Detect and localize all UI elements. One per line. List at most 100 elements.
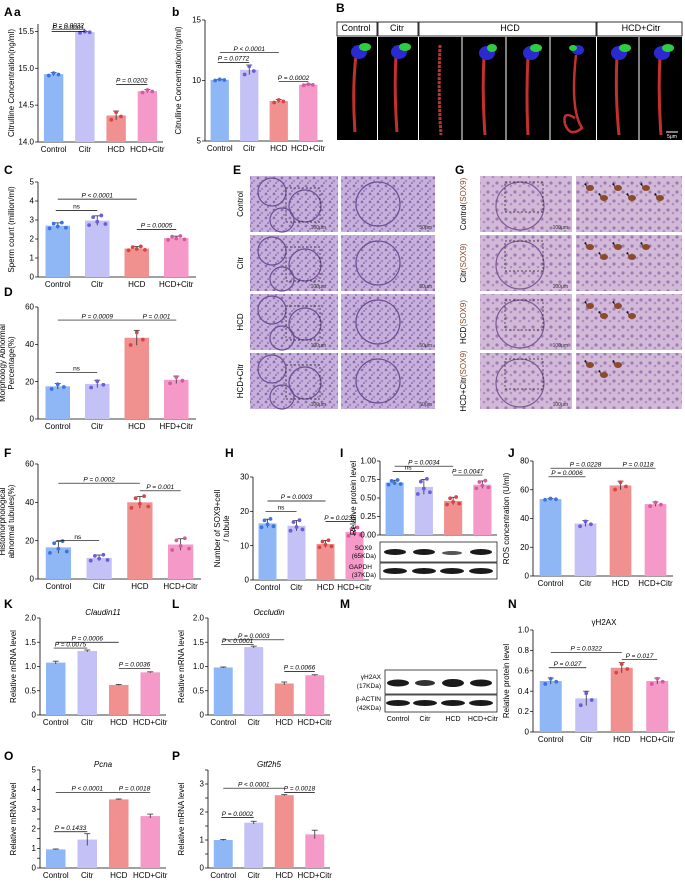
y-tick-label: 0.5 [25,686,37,695]
y-tick-label: 0 [32,864,37,873]
bar [106,115,126,142]
sperm-cell [523,44,542,136]
chart-P: 0 1 2 3 Relative mRNA level Control Citr HCD HCD… [177,760,332,880]
x-tick-label: Control [45,422,71,431]
tubule [495,358,545,408]
h2ax-kda: (17KDa) [357,683,381,690]
x-tick-label: Control [43,871,69,880]
data-point [291,520,296,524]
y-tick-label: 0.2 [518,707,530,716]
data-point [129,505,134,510]
data-point [323,542,328,547]
blot-band [470,549,492,555]
bar [164,379,189,419]
blot-band [384,549,406,555]
data-point [47,226,52,231]
y-tick-label: 15 [192,16,201,25]
sperm-cell [563,45,584,134]
x-tick-label: HCD+Citr [337,583,372,592]
arrowhead-icon [640,242,643,246]
p-value-label: ns [73,366,81,373]
data-point [60,539,65,544]
data-point [418,479,423,484]
y-tick-label: 2.0 [193,614,205,623]
sox9-cell [614,362,622,368]
data-point [134,330,139,335]
bar [77,650,98,715]
p-value-label: P = 0.0032 [53,22,85,29]
data-point [543,682,548,686]
data-point [389,478,394,483]
bar [164,238,189,277]
tubule [355,299,401,345]
data-point [222,78,227,82]
he-row: Citr 100μm 50μm [236,235,435,292]
y-tick-label: 2 [200,808,205,817]
data-point [584,691,589,696]
y-tick-label: 0 [200,711,205,720]
y-tick-label: 0 [30,575,35,584]
blot-band [469,700,493,706]
ihc-marker: (SOX9) [459,243,468,270]
y-tick-label: 0 [525,572,530,581]
y-tick-label: 0 [32,711,37,720]
m-lane-citr: Citr [420,716,432,723]
y-tick-label: 1.0 [518,626,530,635]
arrowhead-icon [598,252,601,256]
scale-label: 100μm [311,402,326,408]
p-value-label: ns [405,465,413,472]
y-tick-label: 1 [32,844,37,853]
data-point [101,552,106,557]
x-tick-label: Control [210,871,236,880]
data-point [259,525,264,530]
y-tick-label: 0.75 [360,475,376,484]
ihc-image-low [480,176,572,232]
actin-label: β-ACTIN [356,696,382,703]
bar [244,822,264,868]
y-tick-label: 0 [200,864,205,873]
scale-label: 100μm [311,284,326,290]
x-tick-label: Citr [580,735,593,744]
bar [140,816,161,868]
zoom-box [285,305,321,341]
tubule [288,189,322,223]
y-tick-label: 30 [240,473,249,482]
ihc-image-low [480,235,572,291]
p-value-label: P = 0.0034 [408,459,440,466]
tubule [269,207,295,233]
arrowhead-icon [626,252,629,256]
scale-label: 50μm [419,402,432,408]
he-image-high [341,294,435,350]
panel-letter-M: M [340,597,350,611]
data-point [613,487,617,492]
bar [140,672,161,715]
bar [539,681,562,732]
zoom-box [504,299,544,331]
data-point [88,558,93,563]
ihc-row: HCD(SOX9) 100μm [459,294,682,350]
y-tick-label: 0.00 [360,531,376,540]
ihc-group: HCD [459,326,468,344]
y-tick-label: 10 [240,541,249,550]
sox9-cell [642,244,650,250]
bar [137,91,158,142]
y-axis-label: Relative mRNA level [9,630,18,703]
p-value-label: P = 0.017 [626,653,654,660]
data-point [126,248,131,253]
sperm-cell [611,44,631,136]
scale-label: 100μm [553,343,568,349]
arrowhead-icon [584,360,587,364]
data-point [421,486,426,491]
ihc-image-high [576,294,682,350]
arrowhead-icon [626,193,629,197]
bar [345,531,364,580]
data-point [134,247,139,251]
y-tick-label: 5 [30,178,35,187]
p-value-label: P = 0.0006 [551,470,583,477]
x-tick-label: HCD [270,144,288,153]
bar [473,484,492,535]
arrowhead-icon [626,311,629,315]
sox9-cell [642,185,650,191]
actin-blot-frame [384,694,498,713]
x-tick-label: HCD [128,422,146,431]
